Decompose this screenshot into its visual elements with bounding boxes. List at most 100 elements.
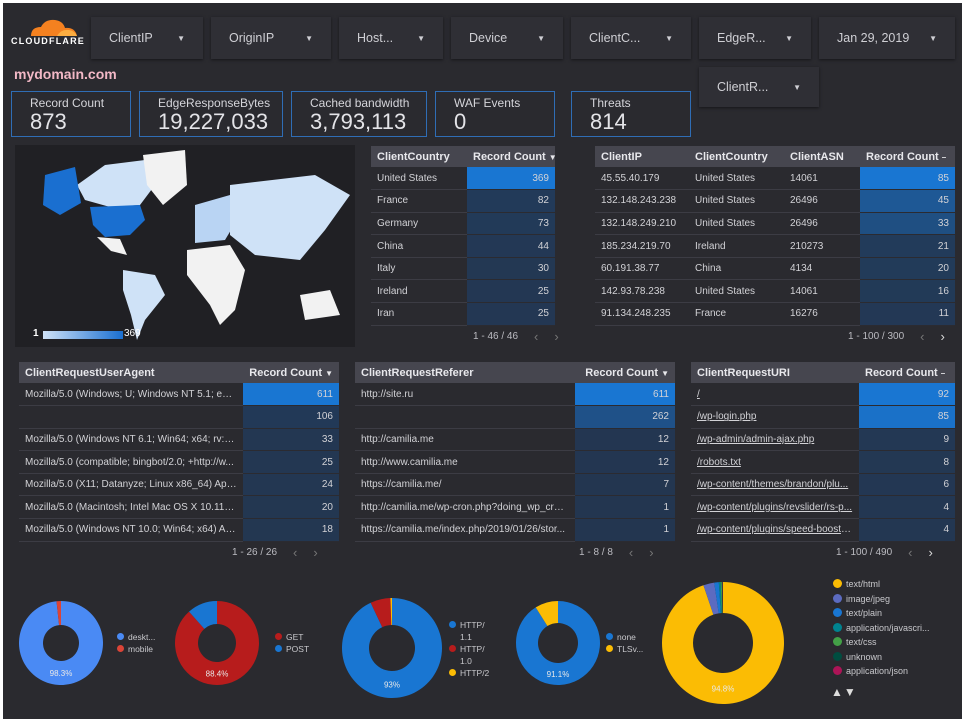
column-header[interactable]: ClientCountry (371, 146, 467, 167)
filter-originip[interactable]: OriginIP ▼ (211, 17, 331, 59)
table-row[interactable]: Mozilla/5.0 (Windows NT 6.1; Win64; x64;… (19, 428, 339, 452)
legend-item[interactable]: HTTP/2 (449, 667, 489, 679)
column-header-sorted[interactable]: Record Count – (860, 146, 955, 167)
legend-item[interactable]: text/css (833, 635, 930, 650)
donut-slice[interactable] (174, 601, 260, 685)
table-row[interactable]: 106 (19, 405, 339, 429)
column-header[interactable]: ClientRequestReferer (355, 362, 575, 383)
table-row[interactable]: China 44 (371, 234, 555, 258)
table-row[interactable]: 132.148.249.210 United States 26496 33 (595, 212, 955, 236)
legend-item[interactable]: HTTP/ 1.0 (449, 643, 485, 667)
donut-slice[interactable] (718, 582, 722, 614)
next-page-icon[interactable]: › (313, 545, 318, 560)
table-row[interactable]: Ireland 25 (371, 279, 555, 304)
filter-device[interactable]: Device ▼ (451, 17, 563, 59)
prev-page-icon[interactable]: ‹ (534, 329, 539, 344)
table-row[interactable]: http://site.ru 611 (355, 383, 675, 407)
column-header-sorted[interactable]: Record Count – (859, 362, 955, 383)
table-row[interactable]: Italy 30 (371, 257, 555, 281)
column-header[interactable]: ClientCountry (689, 146, 784, 167)
table-row[interactable]: / 92 (691, 383, 955, 407)
table-row[interactable]: United States 369 (371, 167, 555, 191)
world-map[interactable]: 1 369 (15, 145, 355, 347)
legend-item[interactable]: deskt... (117, 631, 155, 643)
donut-slice[interactable] (703, 582, 719, 615)
table-row[interactable]: 185.234.219.70 Ireland 210273 21 (595, 234, 955, 258)
legend-item[interactable]: none (606, 631, 643, 643)
donut-slice[interactable] (390, 598, 392, 626)
legend-item[interactable]: application/json (833, 664, 930, 679)
column-header-sorted[interactable]: Record Count ▼ (243, 362, 339, 383)
prev-page-icon[interactable]: ‹ (920, 329, 925, 344)
table-row[interactable]: Mozilla/5.0 (Macintosh; Intel Mac OS X 1… (19, 495, 339, 520)
table-row[interactable]: /robots.txt 8 (691, 450, 955, 474)
uri-link[interactable]: /wp-content/plugins/revslider/rs-p... (697, 501, 853, 513)
legend-page-arrows[interactable]: ▲▼ (831, 685, 857, 699)
donut-slice[interactable] (714, 582, 721, 614)
table-row[interactable]: /wp-content/plugins/speed-booste... 4 (691, 518, 955, 542)
filter-host[interactable]: Host... ▼ (339, 17, 443, 59)
donut-slice[interactable] (516, 601, 601, 685)
donut-slice[interactable] (721, 582, 723, 614)
table-row[interactable]: 262 (355, 405, 675, 429)
donut-slice[interactable] (19, 601, 104, 685)
table-row[interactable]: 142.93.78.238 United States 14061 16 (595, 279, 955, 304)
legend-item[interactable]: TLSv... (606, 643, 643, 655)
prev-page-icon[interactable]: ‹ (908, 545, 913, 560)
legend-item[interactable]: image/jpeg (833, 592, 930, 607)
next-page-icon[interactable]: › (940, 329, 945, 344)
table-row[interactable]: Mozilla/5.0 (X11; Datanyze; Linux x86_64… (19, 473, 339, 497)
legend-item[interactable]: text/plain (833, 606, 930, 621)
donut-slice[interactable] (189, 601, 217, 629)
column-header[interactable]: ClientRequestUserAgent (19, 362, 243, 383)
prev-page-icon[interactable]: ‹ (628, 545, 634, 560)
next-page-icon[interactable]: › (649, 545, 654, 560)
column-header-sorted[interactable]: Record Count ▼ (575, 362, 675, 383)
table-row[interactable]: /wp-content/plugins/revslider/rs-p... 4 (691, 495, 955, 520)
table-row[interactable]: Germany 73 (371, 212, 555, 236)
legend-item[interactable]: unknown (833, 650, 930, 665)
table-row[interactable]: 91.134.248.235 France 16276 11 (595, 302, 955, 326)
table-row[interactable]: http://camilia.me/wp-cron.php?doing_wp_c… (355, 495, 675, 520)
filter-clientcountry[interactable]: ClientC... ▼ (571, 17, 691, 59)
table-row[interactable]: Iran 25 (371, 302, 555, 326)
next-page-icon[interactable]: › (928, 545, 933, 560)
column-header[interactable]: ClientRequestURI (691, 362, 859, 383)
legend-item[interactable]: GET (275, 631, 309, 643)
donut-slice[interactable] (342, 598, 442, 698)
uri-link[interactable]: /wp-login.php (697, 411, 757, 423)
table-row[interactable]: /wp-login.php 85 (691, 405, 955, 429)
filter-clientip[interactable]: ClientIP ▼ (91, 17, 203, 59)
legend-item[interactable]: application/javascri... (833, 621, 930, 636)
column-header[interactable]: ClientIP (595, 146, 689, 167)
prev-page-icon[interactable]: ‹ (293, 545, 298, 560)
donut-slice[interactable] (535, 601, 558, 627)
legend-item[interactable]: HTTP/ 1.1 (449, 619, 485, 643)
legend-item[interactable]: POST (275, 643, 309, 655)
table-row[interactable]: http://www.camilia.me 12 (355, 450, 675, 474)
table-row[interactable]: Mozilla/5.0 (Windows NT 10.0; Win64; x64… (19, 518, 339, 542)
uri-link[interactable]: / (697, 388, 700, 400)
donut-slice[interactable] (370, 598, 392, 628)
donut-slice[interactable] (56, 601, 61, 626)
table-row[interactable]: https://camilia.me/7 (355, 473, 675, 497)
table-row[interactable]: /wp-content/themes/brandon/plu... 6 (691, 473, 955, 497)
legend-item[interactable]: mobile (117, 643, 155, 655)
table-row[interactable]: /wp-admin/admin-ajax.php 9 (691, 428, 955, 452)
table-row[interactable]: 60.191.38.77 China 4134 20 (595, 257, 955, 281)
legend-item[interactable]: text/html (833, 577, 930, 592)
column-header-sorted[interactable]: Record Count ▼ (467, 146, 555, 167)
uri-link[interactable]: /robots.txt (697, 456, 741, 468)
date-range-picker[interactable]: Jan 29, 2019 ▼ (819, 17, 955, 59)
table-row[interactable]: http://camilia.me 12 (355, 428, 675, 452)
table-row[interactable]: 132.148.243.238 United States 26496 45 (595, 189, 955, 213)
next-page-icon[interactable]: › (554, 329, 559, 344)
table-row[interactable]: Mozilla/5.0 (compatible; bingbot/2.0; +h… (19, 450, 339, 474)
donut-slice[interactable] (720, 582, 723, 614)
filter-edgeresponse[interactable]: EdgeR... ▼ (699, 17, 811, 59)
column-header[interactable]: ClientASN (784, 146, 860, 167)
uri-link[interactable]: /wp-content/plugins/speed-booste... (697, 524, 855, 536)
donut-slice[interactable] (662, 582, 784, 704)
table-row[interactable]: https://camilia.me/index.php/2019/01/26/… (355, 518, 675, 542)
table-row[interactable]: 45.55.40.179 United States 14061 85 (595, 167, 955, 191)
